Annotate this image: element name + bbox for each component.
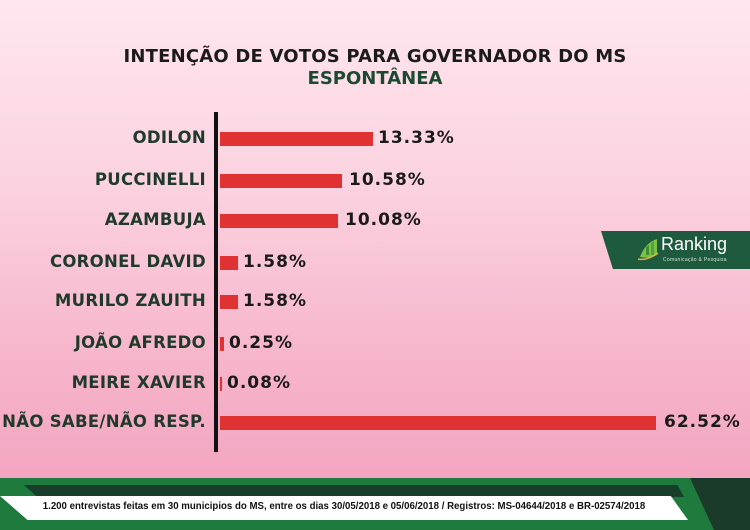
bar-row-coronel-david: CORONEL DAVID 1.58% xyxy=(0,249,750,277)
bar xyxy=(220,132,373,146)
bar-value: 10.58% xyxy=(349,170,426,190)
ranking-logo: Ranking Comunicação & Pesquisa xyxy=(601,231,750,269)
bar-row-nao-sabe: NÃO SABE/NÃO RESP. 62.52% xyxy=(0,409,750,437)
bar xyxy=(220,295,238,309)
chart-title: INTENÇÃO DE VOTOS PARA GOVERNADOR DO MS xyxy=(123,46,627,67)
bar xyxy=(220,174,342,188)
logo-name: Ranking xyxy=(661,234,728,254)
bar-row-murilo-zauith: MURILO ZAUITH 1.58% xyxy=(0,288,750,316)
bar-value: 10.08% xyxy=(345,210,422,230)
bar xyxy=(220,256,238,270)
ranking-logo-icon xyxy=(637,239,659,261)
bar-label: JOÃO AFREDO xyxy=(74,333,206,352)
bar-row-azambuja: AZAMBUJA 10.08% xyxy=(0,207,750,235)
bar-label: PUCCINELLI xyxy=(94,170,206,189)
footer-dark-strip xyxy=(24,485,684,497)
footer-note: 1.200 entrevistas feitas em 30 municipio… xyxy=(42,500,646,512)
bar-label: NÃO SABE/NÃO RESP. xyxy=(2,412,206,431)
bar-value: 0.08% xyxy=(227,373,291,393)
bar-value: 62.52% xyxy=(664,412,741,432)
bar-row-joao-afredo: JOÃO AFREDO 0.25% xyxy=(0,330,750,358)
bar-label: AZAMBUJA xyxy=(104,210,206,229)
bar xyxy=(220,416,656,430)
chart-subtitle: ESPONTÂNEA xyxy=(307,68,443,89)
bar-label: MURILO ZAUITH xyxy=(54,291,206,310)
y-axis-line xyxy=(214,112,218,452)
bar-label: CORONEL DAVID xyxy=(49,252,206,271)
bar-value: 13.33% xyxy=(378,128,455,148)
bar-value: 1.58% xyxy=(243,291,307,311)
bar-value: 0.25% xyxy=(229,333,293,353)
bar-value: 1.58% xyxy=(243,252,307,272)
bar xyxy=(220,337,224,351)
bar-label: ODILON xyxy=(132,128,206,147)
bar-row-meire-xavier: MEIRE XAVIER 0.08% xyxy=(0,370,750,398)
footer-note-box xyxy=(0,496,688,520)
bar-label: MEIRE XAVIER xyxy=(71,373,206,392)
bar-row-puccinelli: PUCCINELLI 10.58% xyxy=(0,167,750,195)
bar-row-odilon: ODILON 13.33% xyxy=(0,125,750,153)
bar xyxy=(220,214,338,228)
bar xyxy=(220,377,222,391)
logo-tagline: Comunicação & Pesquisa xyxy=(663,257,727,263)
